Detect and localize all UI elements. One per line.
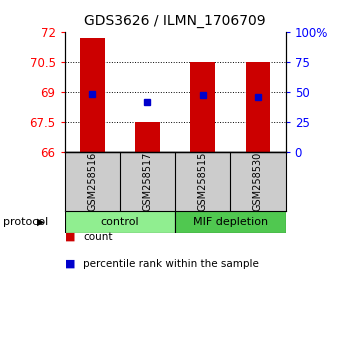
Text: control: control <box>101 217 139 227</box>
Text: GSM258515: GSM258515 <box>198 152 208 211</box>
Text: protocol: protocol <box>3 217 49 227</box>
Text: GSM258516: GSM258516 <box>87 152 97 211</box>
Text: GSM258530: GSM258530 <box>253 152 263 211</box>
Bar <box>245 62 270 152</box>
Bar <box>80 38 105 152</box>
Bar <box>65 211 175 234</box>
Text: MIF depletion: MIF depletion <box>193 217 268 227</box>
Bar <box>190 62 215 152</box>
Text: ■: ■ <box>65 232 75 242</box>
Bar <box>175 211 286 234</box>
Text: count: count <box>83 232 113 242</box>
Title: GDS3626 / ILMN_1706709: GDS3626 / ILMN_1706709 <box>84 14 266 28</box>
Text: percentile rank within the sample: percentile rank within the sample <box>83 258 259 269</box>
Text: ▶: ▶ <box>37 217 45 227</box>
Bar <box>135 122 160 152</box>
Text: ■: ■ <box>65 258 75 269</box>
Text: GSM258517: GSM258517 <box>142 152 152 211</box>
